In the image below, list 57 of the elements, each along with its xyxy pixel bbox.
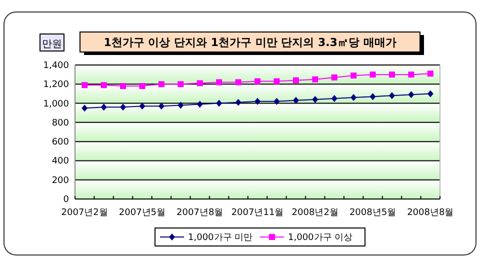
point: [216, 100, 222, 107]
point: [196, 80, 203, 86]
point: [158, 81, 164, 88]
y-axis-title: 만원: [42, 39, 62, 50]
point: [82, 82, 88, 88]
point: [274, 78, 280, 84]
y-tick-label: 1,400: [43, 61, 70, 71]
point: [139, 83, 146, 90]
point: [370, 72, 376, 78]
point: [82, 104, 88, 112]
point: [100, 82, 107, 88]
point: [274, 98, 280, 105]
point: [254, 98, 260, 105]
point: [388, 72, 395, 78]
y-tick-label: 1,200: [43, 80, 70, 90]
y-tick-label: 200: [52, 176, 70, 186]
point: [427, 90, 434, 98]
legend-label: 1,000가구 미만: [188, 233, 253, 243]
legend-label: 1,000가구 이상: [288, 233, 353, 243]
point: [408, 91, 414, 98]
point: [292, 96, 299, 104]
point: [408, 72, 414, 78]
point: [312, 76, 318, 82]
point: [139, 102, 146, 110]
point: [312, 96, 318, 103]
point: [370, 93, 376, 100]
x-tick-label: 2007년2월: [61, 208, 108, 218]
x-tick-label: 2008년2월: [292, 208, 338, 218]
x-tick-label: 2008년5월: [349, 208, 396, 218]
point: [216, 79, 222, 86]
y-tick-label: 400: [52, 156, 70, 167]
point: [292, 77, 299, 84]
point: [120, 83, 126, 90]
point: [350, 94, 357, 102]
x-tick-label: 2007년11월: [231, 208, 284, 218]
chart-title: 1천가구 이상 단지와 1천가구 미만 단지의 3.3㎡당 매매가: [104, 36, 396, 49]
point: [158, 102, 164, 110]
x-tick-label: 2008년8월: [407, 208, 454, 218]
y-tick-label: 600: [52, 138, 70, 148]
x-tick-label: 2007년8월: [176, 208, 224, 218]
y-tick-label: 800: [52, 118, 70, 128]
point: [100, 104, 107, 111]
point: [235, 98, 242, 106]
point: [196, 100, 203, 108]
point: [331, 95, 338, 102]
point: [331, 74, 338, 80]
point: [427, 70, 434, 77]
y-tick-label: 0: [63, 195, 70, 205]
point: [235, 79, 242, 86]
point: [178, 81, 184, 88]
x-tick-label: 2007년5월: [118, 208, 166, 218]
point: [178, 102, 184, 109]
point: [254, 78, 260, 84]
point: [350, 72, 357, 79]
y-tick-label: 1,000: [43, 99, 70, 110]
point: [388, 92, 395, 100]
point: [120, 104, 126, 111]
